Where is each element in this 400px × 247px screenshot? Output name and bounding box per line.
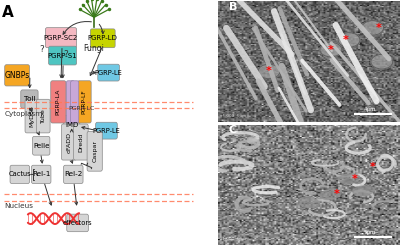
FancyBboxPatch shape xyxy=(45,28,77,48)
Circle shape xyxy=(362,21,384,35)
Circle shape xyxy=(320,42,342,57)
FancyBboxPatch shape xyxy=(78,81,91,123)
Text: PGRP-LE: PGRP-LE xyxy=(95,70,122,76)
Text: 4μm: 4μm xyxy=(364,107,376,112)
Text: Cactus: Cactus xyxy=(8,171,31,177)
Text: x1,000  5μm: x1,000 5μm xyxy=(220,237,246,241)
Text: Caspar: Caspar xyxy=(92,140,97,162)
Text: *: * xyxy=(352,174,358,184)
FancyBboxPatch shape xyxy=(90,29,115,48)
Text: *: * xyxy=(342,35,348,45)
Circle shape xyxy=(338,33,360,47)
FancyBboxPatch shape xyxy=(64,165,83,184)
Text: PGRP-LD: PGRP-LD xyxy=(88,35,118,41)
FancyBboxPatch shape xyxy=(96,122,117,139)
Text: Dredd: Dredd xyxy=(78,132,83,152)
Text: Rel-2: Rel-2 xyxy=(64,171,82,177)
FancyBboxPatch shape xyxy=(32,136,50,155)
Text: *: * xyxy=(266,66,272,76)
Text: effectors: effectors xyxy=(63,220,92,226)
Ellipse shape xyxy=(338,174,360,184)
Ellipse shape xyxy=(298,198,320,208)
Text: B: B xyxy=(229,2,237,12)
FancyBboxPatch shape xyxy=(5,65,30,86)
Text: MyD88: MyD88 xyxy=(30,105,35,127)
Text: dFADD: dFADD xyxy=(66,131,72,153)
Text: *: * xyxy=(328,45,334,55)
FancyBboxPatch shape xyxy=(87,131,102,171)
FancyBboxPatch shape xyxy=(48,46,77,65)
FancyBboxPatch shape xyxy=(74,124,88,160)
FancyBboxPatch shape xyxy=(10,165,30,184)
Text: Fungi: Fungi xyxy=(84,44,104,53)
Text: x5,000  5μm: x5,000 5μm xyxy=(220,114,246,118)
Ellipse shape xyxy=(320,189,341,200)
FancyBboxPatch shape xyxy=(62,124,77,160)
Text: PGRP-LE: PGRP-LE xyxy=(92,128,120,134)
Text: PGRP-SC2: PGRP-SC2 xyxy=(44,35,78,41)
FancyBboxPatch shape xyxy=(32,165,51,184)
Text: Tube: Tube xyxy=(41,109,46,124)
Circle shape xyxy=(258,64,280,79)
Text: A: A xyxy=(2,5,14,20)
Text: Pelle: Pelle xyxy=(33,143,49,149)
FancyBboxPatch shape xyxy=(36,99,50,133)
Text: PGRP-LF: PGRP-LF xyxy=(82,90,87,114)
Text: Toll: Toll xyxy=(24,96,35,102)
Text: ?: ? xyxy=(63,50,68,59)
FancyBboxPatch shape xyxy=(21,90,38,108)
FancyBboxPatch shape xyxy=(98,64,120,81)
Ellipse shape xyxy=(353,185,374,196)
Text: Rel-1: Rel-1 xyxy=(32,171,50,177)
FancyBboxPatch shape xyxy=(51,81,66,123)
FancyBboxPatch shape xyxy=(71,81,79,123)
FancyBboxPatch shape xyxy=(64,115,80,135)
Text: C: C xyxy=(229,125,237,135)
Text: Cytoplasm: Cytoplasm xyxy=(4,111,42,117)
Text: PGRP-LA: PGRP-LA xyxy=(56,89,61,115)
Text: GNBPs: GNBPs xyxy=(4,71,30,80)
Text: PGRP-S1: PGRP-S1 xyxy=(48,53,78,59)
FancyBboxPatch shape xyxy=(67,214,88,232)
Text: PGRP-LC: PGRP-LC xyxy=(68,106,94,111)
Text: *: * xyxy=(370,162,376,172)
FancyBboxPatch shape xyxy=(66,81,74,123)
Text: *: * xyxy=(333,189,339,199)
Text: *: * xyxy=(375,23,381,33)
Text: ?: ? xyxy=(39,45,44,54)
Text: IMD: IMD xyxy=(65,122,78,128)
FancyBboxPatch shape xyxy=(25,99,40,133)
Circle shape xyxy=(371,55,393,69)
Text: Nucleus: Nucleus xyxy=(4,203,33,209)
Text: 5μm: 5μm xyxy=(364,230,376,235)
